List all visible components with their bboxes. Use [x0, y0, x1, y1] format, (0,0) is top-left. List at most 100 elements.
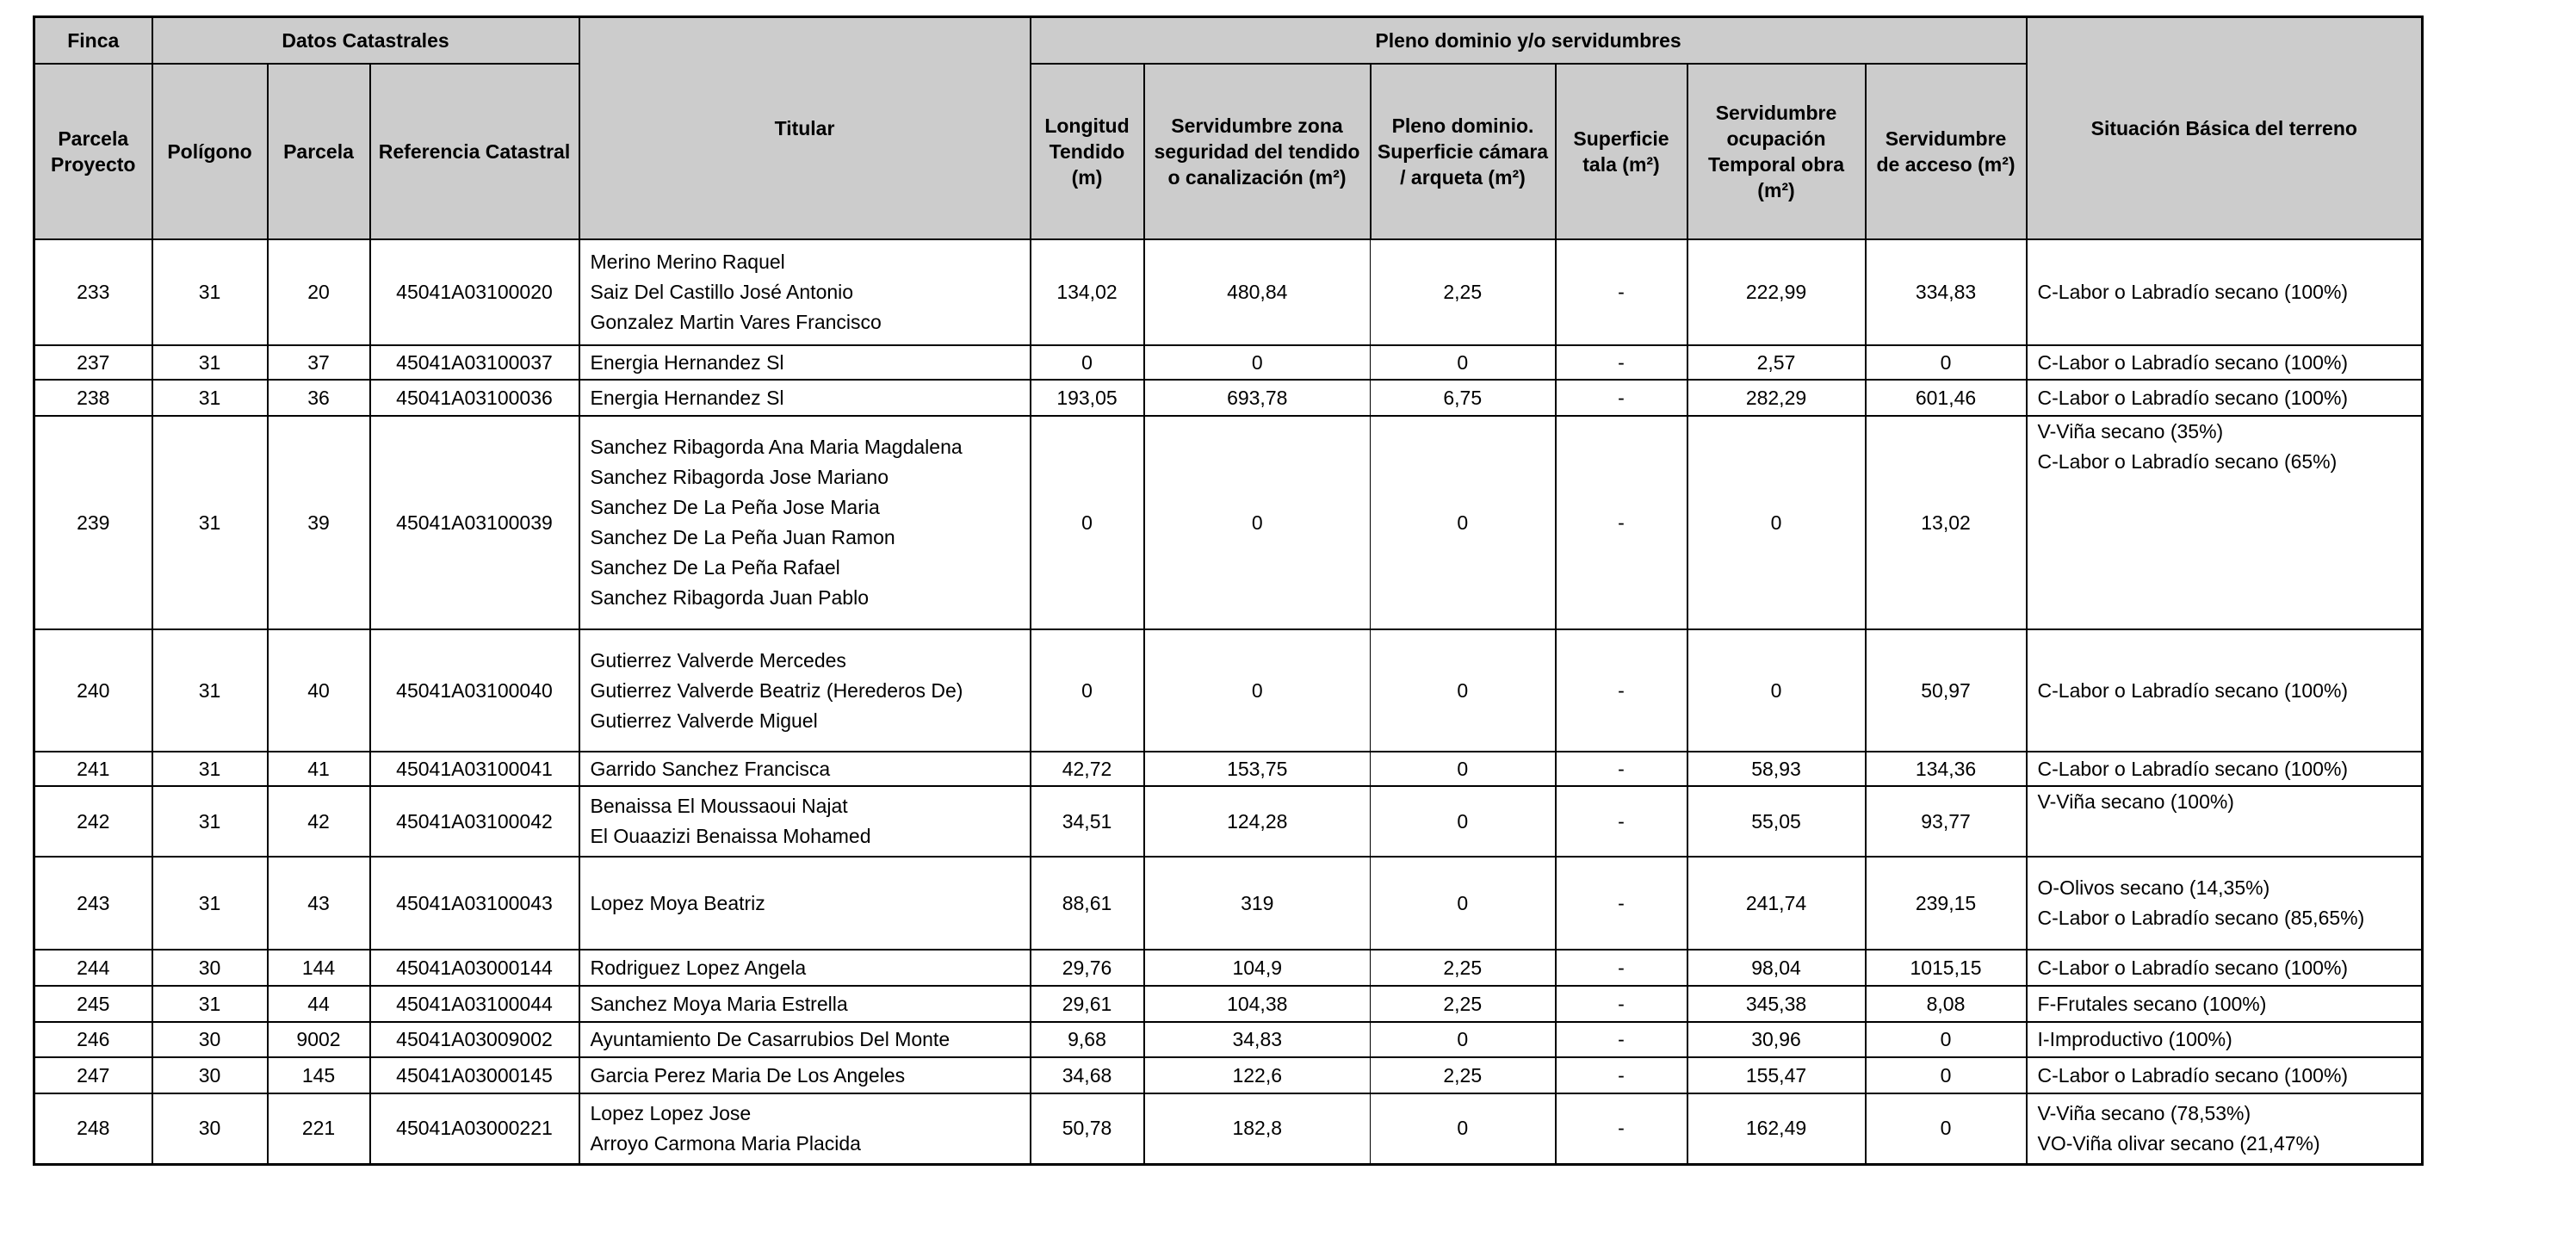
cell-referencia: 45041A03100020 — [368, 238, 580, 346]
cell-pleno-sup: 2,25 — [1370, 1056, 1556, 1094]
cell-pleno-sup: 2,25 — [1370, 985, 1556, 1023]
cell-parcela-proyecto: 247 — [33, 1056, 153, 1094]
header-serv-acceso: Servidumbre de acceso (m²) — [1864, 63, 2028, 240]
cell-parcela: 221 — [266, 1093, 371, 1165]
cell-pleno-sup: 0 — [1370, 1021, 1556, 1058]
owner-name: Gutierrez Valverde Mercedes — [590, 648, 846, 672]
cell-parcela: 37 — [266, 344, 371, 381]
cell-parcela: 40 — [266, 628, 371, 752]
cell-parcela-proyecto: 233 — [33, 238, 153, 346]
cell-longitud: 34,51 — [1029, 785, 1145, 858]
table-body: 233 31 20 45041A03100020 Merino Merino Raque… — [33, 238, 2424, 1165]
cell-longitud: 29,61 — [1029, 985, 1145, 1023]
cell-serv-acceso: 0 — [1864, 1021, 2028, 1058]
land-use: C-Labor o Labradío secano (100%) — [2037, 386, 2349, 409]
cell-serv-ocup: 162,49 — [1686, 1093, 1867, 1165]
header-pleno-sup: Pleno dominio. Superficie cámara / arque… — [1369, 63, 1557, 240]
land-use: C-Labor o Labradío secano (100%) — [2037, 281, 2349, 303]
header-serv-zona: Servidumbre zona seguridad del tendido o… — [1142, 63, 1372, 240]
cell-serv-acceso: 134,36 — [1864, 751, 2028, 787]
cell-poligono: 31 — [151, 238, 269, 346]
cell-parcela: 42 — [266, 785, 371, 858]
cell-situacion: C-Labor o Labradío secano (100%) — [2025, 379, 2424, 417]
cell-serv-acceso: 0 — [1864, 1056, 2028, 1094]
cell-situacion: C-Labor o Labradío secano (100%) — [2025, 238, 2424, 346]
cell-sup-tala: - — [1554, 238, 1688, 346]
cell-poligono: 30 — [151, 1093, 269, 1165]
land-use: V-Viña secano (78,53%) — [2037, 1101, 2251, 1124]
parcel-table: Finca Datos Catastrales Titular Pleno do… — [33, 15, 2424, 1166]
land-use: C-Labor o Labradío secano (100%) — [2037, 678, 2349, 702]
cell-sup-tala: - — [1554, 344, 1688, 381]
cell-serv-ocup: 241,74 — [1686, 856, 1867, 950]
cell-serv-zona: 122,6 — [1143, 1056, 1371, 1094]
owner-name: Rodriguez Lopez Angela — [590, 956, 807, 979]
cell-serv-zona: 0 — [1143, 628, 1371, 752]
land-use: VO-Viña olivar secano (21,47%) — [2037, 1131, 2320, 1155]
cell-parcela: 39 — [266, 415, 371, 630]
owner-name: Sanchez De La Peña Jose Maria — [590, 496, 880, 518]
owner-name: Gutierrez Valverde Miguel — [590, 709, 818, 732]
cell-parcela: 44 — [266, 985, 371, 1023]
owner-name: Garcia Perez Maria De Los Angeles — [590, 1063, 906, 1087]
cell-serv-ocup: 282,29 — [1686, 379, 1867, 417]
cell-parcela: 145 — [266, 1056, 371, 1094]
table-row: 242 31 42 45041A03100042 Benaissa El Moussao… — [33, 785, 2424, 858]
cell-pleno-sup: 0 — [1370, 628, 1556, 752]
cell-sup-tala: - — [1554, 856, 1688, 950]
cell-serv-ocup: 0 — [1686, 628, 1867, 752]
cell-sup-tala: - — [1554, 628, 1688, 752]
cell-pleno-sup: 0 — [1370, 415, 1556, 630]
owner-name: Gonzalez Martin Vares Francisco — [590, 311, 882, 333]
cell-titular: Benaissa El Moussaoui Najat El Ouaazizi B… — [578, 785, 1031, 858]
cell-sup-tala: - — [1554, 379, 1688, 417]
cell-longitud: 0 — [1029, 344, 1145, 381]
cell-referencia: 45041A03100042 — [368, 785, 580, 858]
owner-name: El Ouaazizi Benaissa Mohamed — [590, 825, 871, 847]
cell-serv-ocup: 55,05 — [1686, 785, 1867, 858]
cell-titular: Lopez Lopez Jose Arroyo Carmona Maria Pla… — [578, 1093, 1031, 1165]
owner-name: Sanchez Ribagorda Juan Pablo — [590, 586, 870, 609]
cell-poligono: 31 — [151, 985, 269, 1023]
cell-titular: Gutierrez Valverde Mercedes Gutierrez Val… — [578, 628, 1031, 752]
cell-parcela-proyecto: 244 — [33, 949, 153, 987]
cell-parcela: 41 — [266, 751, 371, 787]
cell-longitud: 29,76 — [1029, 949, 1145, 987]
table-row: 237 31 37 45041A03100037 Energia Hernandez S… — [33, 344, 2424, 381]
land-use: V-Viña secano (100%) — [2037, 790, 2234, 813]
cell-referencia: 45041A03100036 — [368, 379, 580, 417]
cell-serv-zona: 182,8 — [1143, 1093, 1371, 1165]
cell-longitud: 193,05 — [1029, 379, 1145, 417]
cell-parcela-proyecto: 242 — [33, 785, 153, 858]
cell-referencia: 45041A03100040 — [368, 628, 580, 752]
owner-name: Sanchez De La Peña Juan Ramon — [590, 526, 895, 548]
table-row: 233 31 20 45041A03100020 Merino Merino Raque… — [33, 238, 2424, 346]
cell-serv-acceso: 13,02 — [1864, 415, 2028, 630]
cell-serv-zona: 0 — [1143, 344, 1371, 381]
owner-name: Sanchez Ribagorda Ana Maria Magdalena — [590, 436, 963, 458]
cell-serv-acceso: 334,83 — [1864, 238, 2028, 346]
owner-name: Gutierrez Valverde Beatriz (Herederos De… — [590, 678, 963, 702]
cell-poligono: 30 — [151, 1056, 269, 1094]
owner-name: Benaissa El Moussaoui Najat — [590, 795, 848, 817]
cell-titular: Ayuntamiento De Casarrubios Del Monte — [578, 1021, 1031, 1058]
owner-name: Saiz Del Castillo José Antonio — [590, 281, 854, 303]
table-row: 239 31 39 45041A03100039 Sanchez Ribagorda A… — [33, 415, 2424, 630]
cell-serv-ocup: 30,96 — [1686, 1021, 1867, 1058]
cell-referencia: 45041A03100037 — [368, 344, 580, 381]
cell-pleno-sup: 2,25 — [1370, 238, 1556, 346]
cell-referencia: 45041A03100039 — [368, 415, 580, 630]
cell-parcela: 20 — [266, 238, 371, 346]
table-row: 238 31 36 45041A03100036 Energia Hernandez S… — [33, 379, 2424, 417]
cell-serv-ocup: 0 — [1686, 415, 1867, 630]
owner-name: Ayuntamiento De Casarrubios Del Monte — [590, 1028, 951, 1050]
owner-name: Sanchez De La Peña Rafael — [590, 556, 840, 579]
cell-serv-zona: 104,38 — [1143, 985, 1371, 1023]
owner-name: Garrido Sanchez Francisca — [590, 757, 831, 780]
land-use: C-Labor o Labradío secano (85,65%) — [2037, 907, 2365, 929]
cell-poligono: 30 — [151, 1021, 269, 1058]
owner-name: Energia Hernandez Sl — [590, 350, 784, 374]
owner-name: Lopez Moya Beatriz — [590, 891, 765, 914]
table-row: 241 31 41 45041A03100041 Garrido Sanchez Fra… — [33, 751, 2424, 787]
table-row: 248 30 221 45041A03000221 Lopez Lopez Jose Ar… — [33, 1093, 2424, 1165]
